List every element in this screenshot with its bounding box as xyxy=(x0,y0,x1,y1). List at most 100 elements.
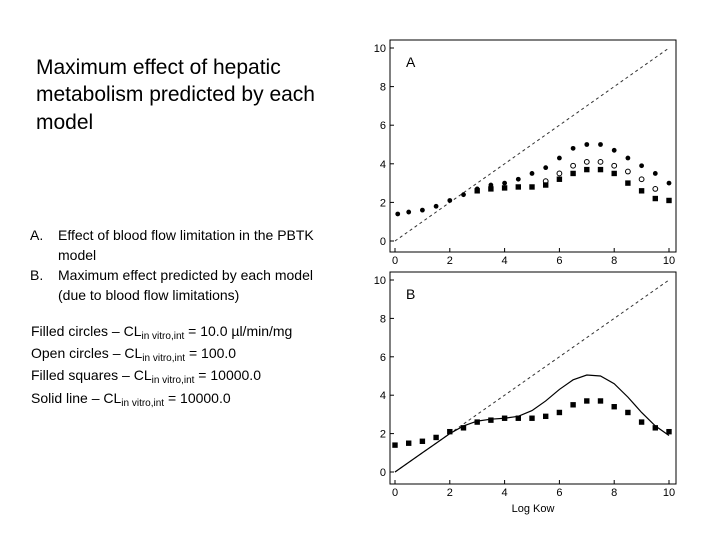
data-point-filled-square xyxy=(570,402,576,408)
data-point-filled-square xyxy=(584,398,590,404)
data-point-filled-circle xyxy=(557,155,562,161)
data-point-filled-circle xyxy=(666,180,672,186)
list-text: Maximum effect predicted by each model (… xyxy=(58,266,313,303)
data-point-filled-square xyxy=(419,438,426,444)
chart-panel-b: 0 2 4 6 8 10 0 2 4 6 8 10 B Log Kow xyxy=(374,271,677,515)
plot-frame xyxy=(389,39,677,253)
y-tick-label: 4 xyxy=(380,159,386,171)
panel-label: A xyxy=(406,54,416,70)
y-tick-label: 10 xyxy=(374,275,386,287)
data-point-open-circle xyxy=(583,158,590,165)
list-text: Effect of blood flow limitation in the P… xyxy=(58,227,314,263)
x-tick-label: 2 xyxy=(447,487,453,499)
y-tick-label: 6 xyxy=(380,352,386,364)
y-tick-label: 8 xyxy=(380,313,386,325)
y-tick-label: 0 xyxy=(380,467,386,479)
x-tick-label: 2 xyxy=(447,255,453,267)
data-point-filled-circle xyxy=(461,192,466,198)
legend-solid-line: Solid line – CLin vitro,int = 10000.0 xyxy=(31,389,231,409)
chart-panel-a: 0 2 4 6 8 10 0 2 4 6 8 10 A xyxy=(374,39,677,267)
x-tick-label: 0 xyxy=(392,255,398,267)
data-point-filled-square xyxy=(556,176,563,182)
data-point-filled-square xyxy=(515,184,521,190)
data-point-filled-square xyxy=(570,170,576,177)
data-point-filled-square xyxy=(529,184,535,190)
data-point-filled-circle xyxy=(625,155,631,161)
data-point-filled-square xyxy=(625,409,631,416)
data-point-filled-circle xyxy=(584,142,590,147)
y-tick-label: 0 xyxy=(380,236,386,248)
data-point-filled-circle xyxy=(406,209,412,215)
data-point-open-circle xyxy=(556,170,563,177)
data-point-filled-square xyxy=(392,442,398,448)
y-tick-label: 8 xyxy=(380,82,386,94)
data-point-filled-square xyxy=(638,419,645,425)
x-tick-label: 10 xyxy=(663,255,675,267)
data-point-filled-circle xyxy=(502,180,507,186)
x-tick-label: 8 xyxy=(611,255,617,267)
data-point-filled-square xyxy=(474,419,480,425)
data-point-filled-square xyxy=(652,195,658,202)
data-point-filled-circle xyxy=(639,163,644,169)
x-tick-label: 10 xyxy=(663,487,675,499)
data-point-filled-circle xyxy=(598,142,603,147)
data-point-filled-square xyxy=(625,180,631,186)
series-filled-circle xyxy=(395,142,672,217)
panel-description-list: A. Effect of blood flow limitation in th… xyxy=(30,226,340,306)
data-point-filled-square xyxy=(515,415,521,421)
data-point-filled-circle xyxy=(570,145,576,151)
x-tick-label: 8 xyxy=(611,487,617,499)
data-point-filled-square xyxy=(460,425,467,431)
data-point-filled-circle xyxy=(433,203,439,209)
data-point-filled-square xyxy=(543,182,549,188)
y-tick-label: 4 xyxy=(380,390,386,402)
legend-filled-circles: Filled circles – CLin vitro,int = 10.0 µ… xyxy=(31,323,293,342)
y-tick-label: 10 xyxy=(374,43,386,55)
list-item-a: A. Effect of blood flow limitation in th… xyxy=(30,226,340,266)
data-point-open-circle xyxy=(638,176,645,183)
data-point-filled-circle xyxy=(611,147,617,153)
data-point-filled-square xyxy=(666,197,672,204)
data-point-open-circle xyxy=(597,158,604,165)
y-tick-label: 6 xyxy=(380,120,386,132)
series-filled-square xyxy=(474,166,672,204)
data-point-filled-square xyxy=(666,428,672,435)
data-point-filled-square xyxy=(474,188,480,194)
x-tick-label: 4 xyxy=(502,487,508,499)
data-point-filled-square xyxy=(529,415,535,421)
x-tick-label: 4 xyxy=(502,255,508,267)
data-point-filled-circle xyxy=(543,165,549,171)
data-point-filled-square xyxy=(584,166,590,173)
data-point-filled-circle xyxy=(515,176,521,182)
data-point-filled-square xyxy=(611,404,617,410)
x-tick-label: 6 xyxy=(556,255,562,267)
slide-title: Maximum effect of hepatic metabolism pre… xyxy=(36,56,315,134)
plot-frame xyxy=(389,271,677,485)
series-filled-square xyxy=(392,398,672,448)
series-solid-line xyxy=(394,374,670,473)
legend-filled-squares: Filled squares – CLin vitro,int = 10000.… xyxy=(31,367,261,387)
data-point-filled-square xyxy=(638,188,645,194)
x-tick-label: 6 xyxy=(556,487,562,499)
data-point-filled-square xyxy=(652,425,658,431)
data-point-filled-circle xyxy=(529,171,535,176)
data-point-filled-square xyxy=(447,428,453,435)
data-point-filled-square xyxy=(543,413,549,420)
data-point-open-circle xyxy=(570,162,576,169)
data-point-filled-square xyxy=(597,398,604,404)
symbol-legend: Filled circles – CLin vitro,int = 10.0 µ… xyxy=(31,322,351,411)
data-point-filled-square xyxy=(501,185,508,191)
legend-open-circles: Open circles – CLin vitro,int = 100.0 xyxy=(31,345,237,365)
y-tick-label: 2 xyxy=(380,197,386,209)
data-point-filled-square xyxy=(556,409,563,416)
data-point-filled-square xyxy=(488,417,494,423)
panel-label: B xyxy=(406,286,415,302)
data-point-open-circle xyxy=(625,168,631,175)
identity-reference-line xyxy=(394,47,670,242)
data-point-filled-square xyxy=(488,186,494,192)
data-point-filled-square xyxy=(611,170,617,177)
list-item-b: B. Maximum effect predicted by each mode… xyxy=(30,266,340,306)
data-point-filled-circle xyxy=(447,198,453,203)
data-point-filled-square xyxy=(406,440,412,446)
